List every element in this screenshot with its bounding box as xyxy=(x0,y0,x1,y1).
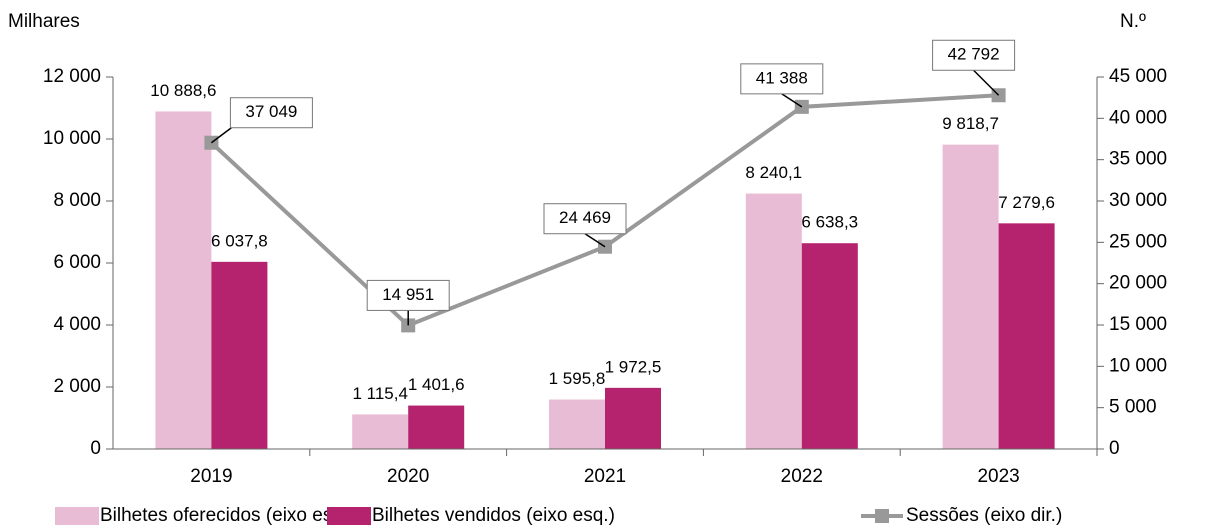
y2-tick-label: 45 000 xyxy=(1109,66,1167,87)
value-label: 42 792 xyxy=(948,45,1000,64)
label-box xyxy=(932,39,1016,71)
bar xyxy=(408,405,465,449)
x-tick-label: 2020 xyxy=(387,466,429,487)
y2-tick-label: 10 000 xyxy=(1109,355,1167,376)
y-tick-label: 8 000 xyxy=(53,190,101,211)
y2-tick-label: 5 000 xyxy=(1109,397,1157,418)
legend-label: Bilhetes oferecidos (eixo esq.) xyxy=(100,505,355,526)
bar xyxy=(942,144,999,449)
value-label: 1 401,6 xyxy=(408,375,465,394)
leader xyxy=(973,69,1000,96)
legend-marker xyxy=(875,509,889,523)
leader xyxy=(781,93,803,108)
bar xyxy=(352,414,409,449)
x-tick-label: 2019 xyxy=(190,466,232,487)
left-axis-label: Milhares xyxy=(8,11,80,32)
bar xyxy=(549,399,605,449)
legend-swatch xyxy=(55,507,99,525)
value-label: 1 595,8 xyxy=(549,369,606,388)
y-tick-label: 0 xyxy=(90,438,101,459)
value-label: 1 972,5 xyxy=(605,357,662,376)
legend-label: Bilhetes vendidos (eixo esq.) xyxy=(372,505,615,526)
x-tick-label: 2022 xyxy=(781,466,823,487)
legend-swatch xyxy=(327,507,371,525)
right-axis-label: N.º xyxy=(1120,11,1146,32)
value-label: 24 469 xyxy=(559,208,611,227)
y-tick-label: 12 000 xyxy=(43,66,101,87)
y2-tick-label: 20 000 xyxy=(1109,273,1167,294)
value-label: 7 279,6 xyxy=(998,193,1055,212)
y2-tick-label: 30 000 xyxy=(1109,190,1167,211)
y-tick-label: 10 000 xyxy=(43,128,101,149)
x-tick-label: 2021 xyxy=(584,466,626,487)
label-box xyxy=(543,203,627,235)
value-label: 41 388 xyxy=(756,68,808,87)
y-tick-label: 6 000 xyxy=(53,252,101,273)
y2-tick-label: 25 000 xyxy=(1109,231,1167,252)
value-label: 14 951 xyxy=(382,285,434,304)
bar xyxy=(998,223,1055,449)
y-tick-label: 2 000 xyxy=(53,376,101,397)
value-label: 1 115,4 xyxy=(352,384,407,403)
value-label: 8 240,1 xyxy=(745,163,802,182)
value-label: 6 638,3 xyxy=(801,213,858,232)
bar xyxy=(801,243,858,449)
y2-tick-label: 0 xyxy=(1109,438,1120,459)
bar xyxy=(211,261,268,449)
bar xyxy=(605,387,661,449)
x-tick-label: 2023 xyxy=(977,466,1019,487)
y2-tick-label: 15 000 xyxy=(1109,314,1167,335)
bar xyxy=(155,111,212,449)
value-label: 37 049 xyxy=(245,102,297,121)
y2-tick-label: 35 000 xyxy=(1109,149,1167,170)
value-label: 9 818,7 xyxy=(942,114,999,133)
leader xyxy=(210,127,232,144)
y2-tick-label: 40 000 xyxy=(1109,107,1167,128)
value-label: 6 037,8 xyxy=(211,231,268,250)
legend-label: Sessões (eixo dir.) xyxy=(906,505,1062,526)
value-label: 10 888,6 xyxy=(150,81,216,100)
bar xyxy=(745,193,802,449)
label-box xyxy=(366,279,450,311)
leader xyxy=(584,233,606,248)
label-box xyxy=(740,63,824,95)
label-box xyxy=(229,97,313,129)
y-tick-label: 4 000 xyxy=(53,314,101,335)
